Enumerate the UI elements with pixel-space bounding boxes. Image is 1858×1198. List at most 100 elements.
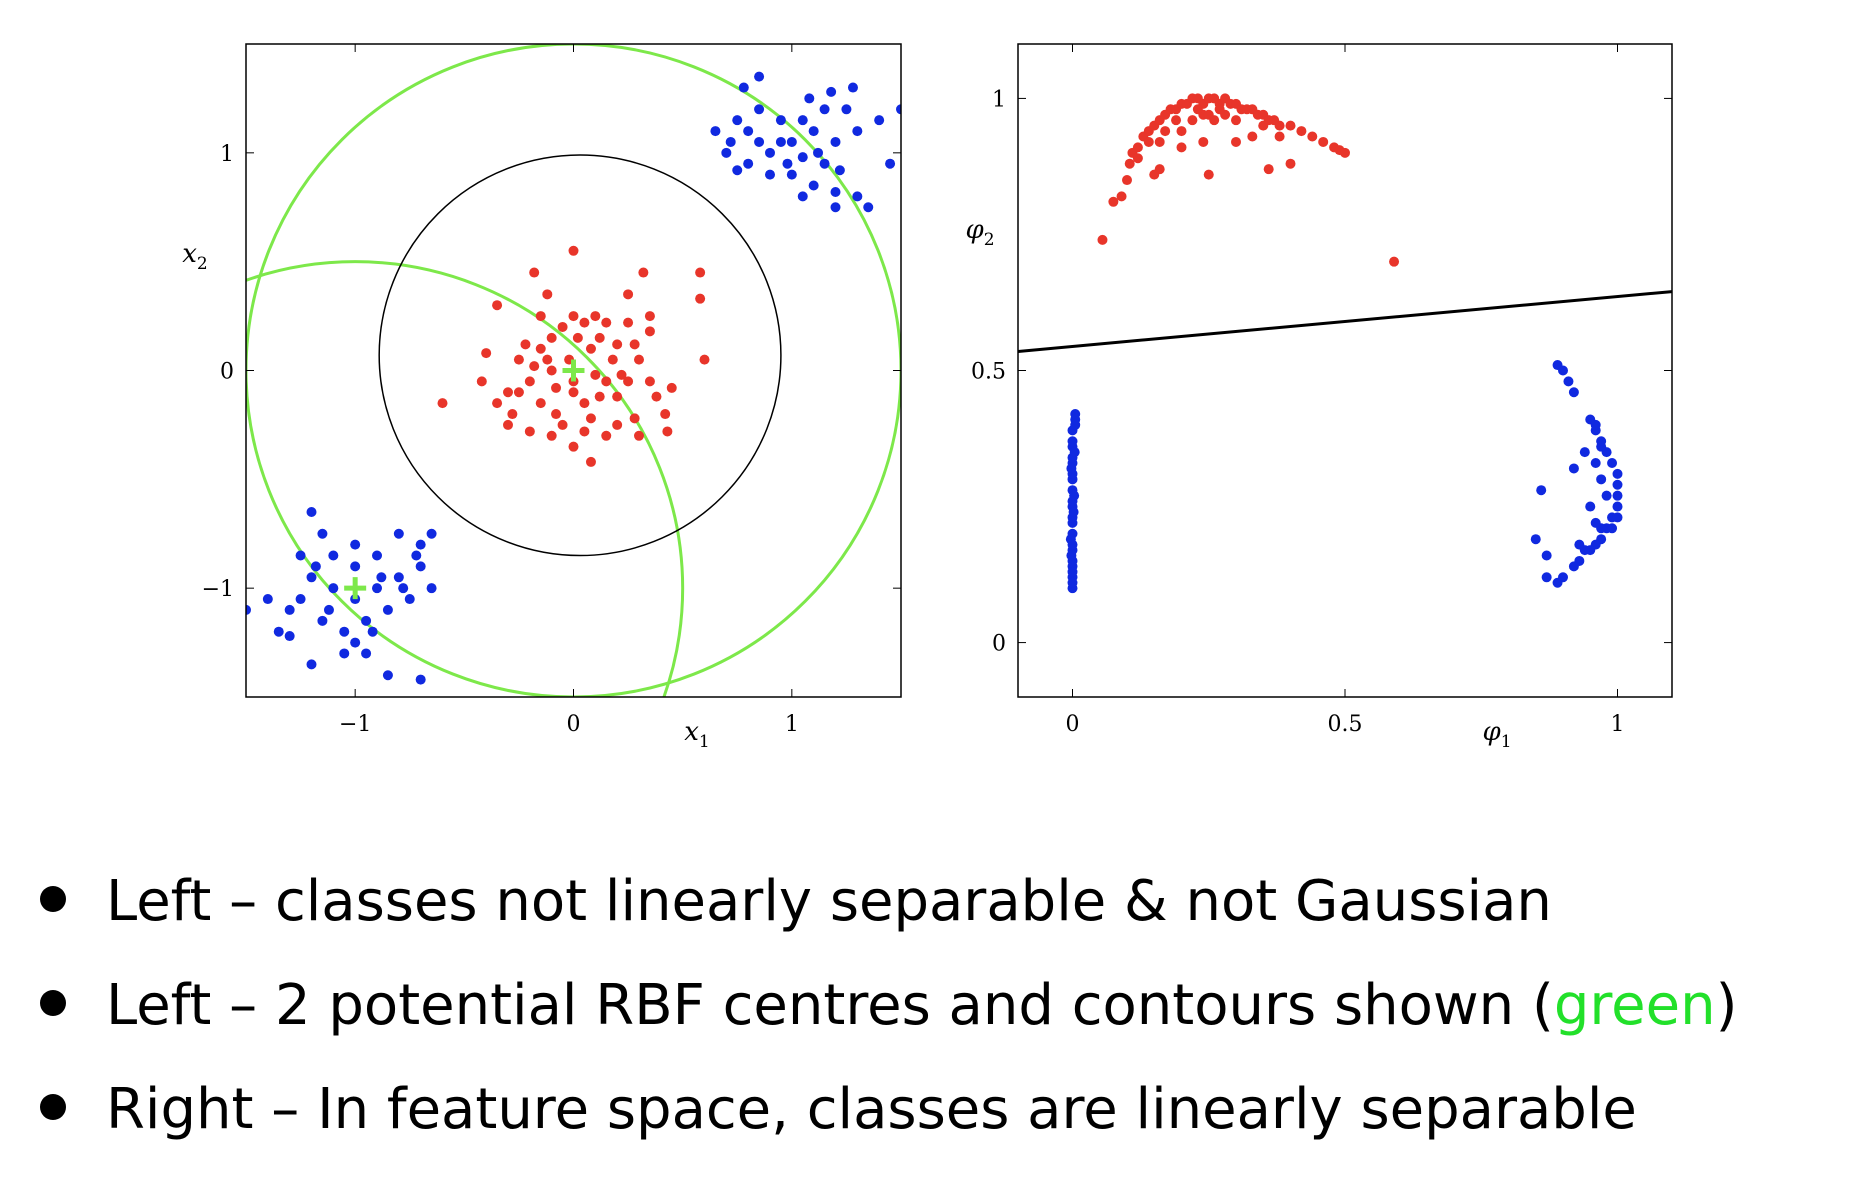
red-point — [529, 267, 540, 278]
blue-point — [885, 158, 896, 169]
blue-point — [1068, 506, 1079, 517]
red-point — [513, 354, 524, 365]
blue-point — [765, 169, 775, 180]
bullet-item: Left – 2 potential RBF centres and conto… — [40, 954, 1737, 1058]
blue-point — [350, 539, 361, 550]
red-point — [623, 376, 634, 387]
red-point — [551, 409, 562, 420]
red-point — [1214, 104, 1225, 115]
red-point — [1203, 109, 1214, 120]
red-point — [660, 409, 671, 420]
red-point — [1258, 120, 1269, 131]
plot-area — [246, 44, 901, 697]
red-point — [1160, 126, 1171, 137]
blue-point — [847, 82, 858, 93]
red-point — [662, 426, 673, 437]
red-point — [634, 430, 644, 441]
green-word: green — [1553, 973, 1716, 1038]
red-point — [699, 354, 710, 365]
red-point — [601, 317, 612, 328]
blue-point — [732, 165, 743, 176]
red-point — [535, 343, 546, 354]
red-point — [1274, 131, 1285, 142]
red-point — [1132, 153, 1143, 164]
red-point — [1192, 104, 1203, 115]
blue-point — [1066, 463, 1077, 474]
red-point — [1108, 196, 1119, 207]
blue-point — [273, 626, 284, 637]
blue-point — [306, 572, 317, 583]
y-axis-label: φ2 — [965, 215, 994, 250]
blue-point — [1530, 534, 1541, 545]
blue-point — [1067, 577, 1078, 588]
red-point — [638, 267, 649, 278]
rbf-contour — [246, 260, 685, 697]
blue-point — [306, 659, 317, 670]
x-axis-label-sub: 1 — [1501, 732, 1512, 752]
red-point — [520, 339, 531, 350]
blue-point — [1536, 485, 1547, 496]
red-point — [481, 348, 492, 359]
red-point — [568, 311, 579, 322]
blue-point — [1541, 550, 1552, 561]
blue-point — [1563, 376, 1574, 387]
blue-point — [1612, 501, 1623, 512]
rbf-centre-icon — [344, 577, 367, 600]
blue-point — [1541, 572, 1552, 583]
x-tick-label: 0.5 — [1328, 712, 1363, 737]
y-tick-label: 1 — [992, 87, 1006, 112]
blue-point — [1066, 550, 1077, 561]
red-point — [629, 413, 640, 424]
blue-point — [1568, 561, 1579, 572]
blue-point — [1596, 523, 1607, 534]
y-tick-label: 1 — [220, 142, 234, 167]
red-point — [1198, 136, 1209, 147]
red-point — [585, 456, 596, 467]
blue-point — [1568, 387, 1579, 398]
red-point — [1132, 142, 1143, 153]
bullet-text: Left – classes not linearly separable & … — [106, 869, 1552, 934]
red-point — [623, 289, 634, 300]
x-tick-label: 1 — [785, 712, 799, 737]
bullet-item: Right – In feature space, classes are li… — [40, 1058, 1737, 1162]
blue-point — [874, 115, 885, 126]
blue-point — [284, 604, 295, 615]
bullet-text: Right – In feature space, classes are li… — [106, 1077, 1637, 1142]
red-point — [1203, 169, 1214, 180]
blue-point — [1070, 409, 1081, 420]
red-point — [590, 311, 601, 322]
blue-point — [328, 583, 339, 594]
blue-point — [786, 169, 797, 180]
blue-point — [710, 126, 721, 137]
blue-point — [398, 583, 409, 594]
red-point — [1116, 191, 1127, 202]
red-point — [551, 382, 562, 393]
red-point — [601, 430, 612, 441]
blue-point — [404, 594, 415, 605]
blue-point — [896, 104, 901, 115]
y-tick-label: −1 — [202, 577, 234, 602]
blue-point — [841, 104, 852, 115]
red-point — [612, 419, 623, 430]
red-point — [607, 354, 618, 365]
red-point — [1263, 164, 1274, 175]
red-point — [695, 293, 706, 304]
red-point — [1176, 126, 1187, 137]
blue-point — [426, 583, 437, 594]
red-point — [1247, 131, 1258, 142]
bullet-suffix: ) — [1715, 973, 1738, 1038]
x-tick-label: 0 — [1066, 712, 1080, 737]
red-point — [1171, 115, 1182, 126]
blue-point — [415, 561, 426, 572]
red-point — [546, 365, 557, 376]
blue-point — [1612, 490, 1623, 501]
red-point — [644, 326, 655, 337]
blue-point — [813, 147, 824, 158]
y-axis-label-base: φ — [965, 215, 984, 245]
red-point — [535, 311, 546, 322]
blue-point — [754, 104, 765, 115]
blue-point — [1607, 458, 1618, 469]
red-point — [634, 354, 644, 365]
